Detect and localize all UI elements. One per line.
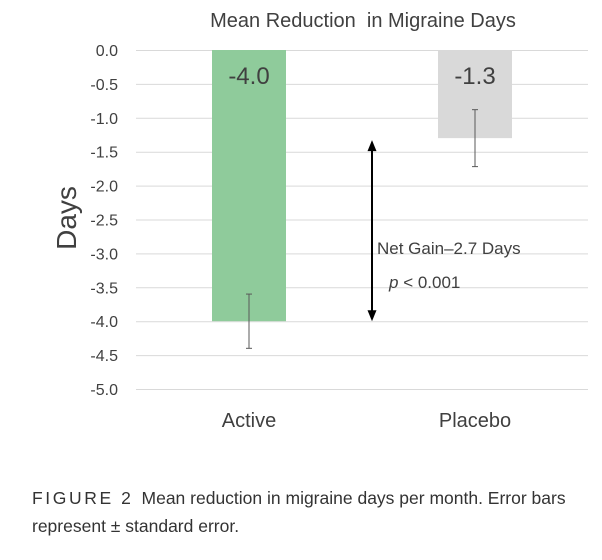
y-tick-label: -1.0 bbox=[90, 111, 118, 128]
figure-label: FIGURE 2 bbox=[32, 488, 134, 508]
y-tick-label: -0.5 bbox=[90, 77, 118, 94]
y-tick-label: -4.5 bbox=[90, 348, 118, 365]
y-tick-label: -2.0 bbox=[90, 179, 118, 196]
x-axis-tick-labels: Active Placebo bbox=[222, 410, 511, 432]
arrowhead-up-icon bbox=[367, 140, 377, 152]
bar-value-label: -4.0 bbox=[228, 63, 269, 90]
bars bbox=[212, 50, 512, 322]
y-tick-label: -2.5 bbox=[90, 213, 118, 230]
y-tick-label: 0.0 bbox=[96, 43, 118, 60]
x-tick-label: Placebo bbox=[439, 410, 511, 432]
y-tick-label: -3.0 bbox=[90, 246, 118, 263]
bar-chart: Mean Reduction in Migraine Days 0.0 -0.5 -… bbox=[51, 10, 588, 432]
bar-value-labels: -4.0 -1.3 bbox=[228, 63, 495, 90]
y-tick-label: -3.5 bbox=[90, 280, 118, 297]
bar bbox=[212, 50, 286, 322]
p-symbol: p bbox=[388, 273, 398, 292]
figure-caption: FIGURE 2 Mean reduction in migraine days … bbox=[32, 484, 592, 540]
p-value-label: p < 0.001 bbox=[388, 273, 460, 292]
y-axis-tick-labels: 0.0 -0.5 -1.0 -1.5 -2.0 -2.5 -3.0 -3.5 -4.0 -4.5 -… bbox=[90, 43, 118, 399]
bar-value-label: -1.3 bbox=[454, 63, 495, 90]
y-tick-label: -5.0 bbox=[90, 382, 118, 399]
error-bars bbox=[246, 109, 478, 349]
figure-caption-text: Mean reduction in migraine days per mont… bbox=[32, 488, 566, 536]
chart-title: Mean Reduction in Migraine Days bbox=[210, 10, 516, 32]
net-gain-annotation: Net Gain–2.7 Days p < 0.001 bbox=[367, 140, 521, 322]
arrowhead-down-icon bbox=[367, 310, 377, 322]
y-tick-label: -4.0 bbox=[90, 314, 118, 331]
y-axis-label: Days bbox=[51, 186, 82, 250]
p-value-text: < 0.001 bbox=[398, 273, 460, 292]
net-gain-label: Net Gain–2.7 Days bbox=[377, 239, 521, 258]
gridlines bbox=[136, 50, 588, 390]
y-tick-label: -1.5 bbox=[90, 145, 118, 162]
x-tick-label: Active bbox=[222, 410, 276, 432]
